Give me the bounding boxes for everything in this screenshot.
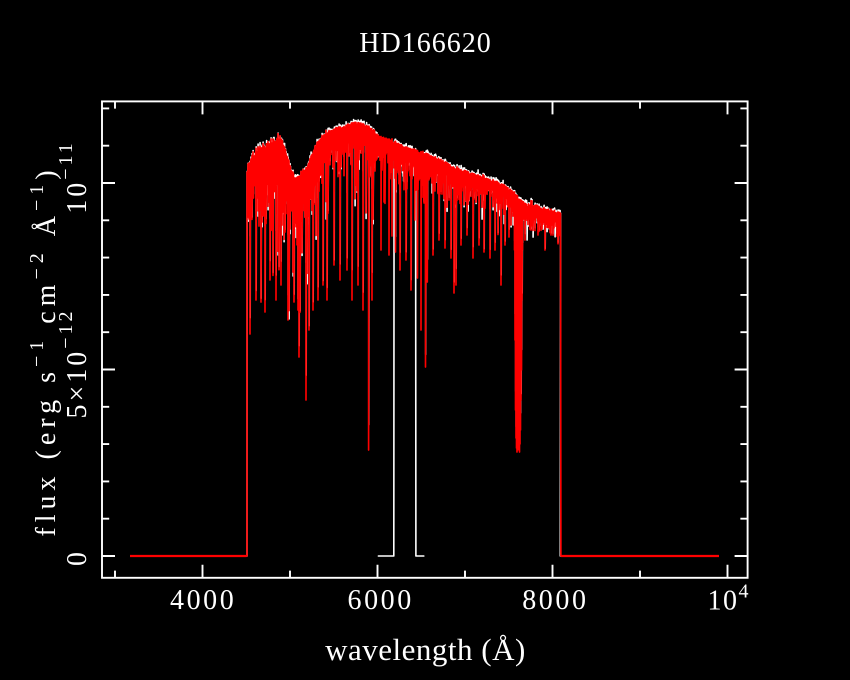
svg-text:0: 0 [62, 552, 93, 566]
svg-text:6000: 6000 [347, 585, 413, 616]
svg-text:8000: 8000 [522, 585, 588, 616]
svg-text:104: 104 [708, 580, 751, 616]
svg-text:HD166620: HD166620 [359, 28, 491, 59]
svg-text:4000: 4000 [170, 585, 236, 616]
svg-text:wavelength (Å): wavelength (Å) [325, 632, 526, 667]
svg-text:flux (erg s−1 cm−2 Å−1): flux (erg s−1 cm−2 Å−1) [26, 165, 62, 536]
